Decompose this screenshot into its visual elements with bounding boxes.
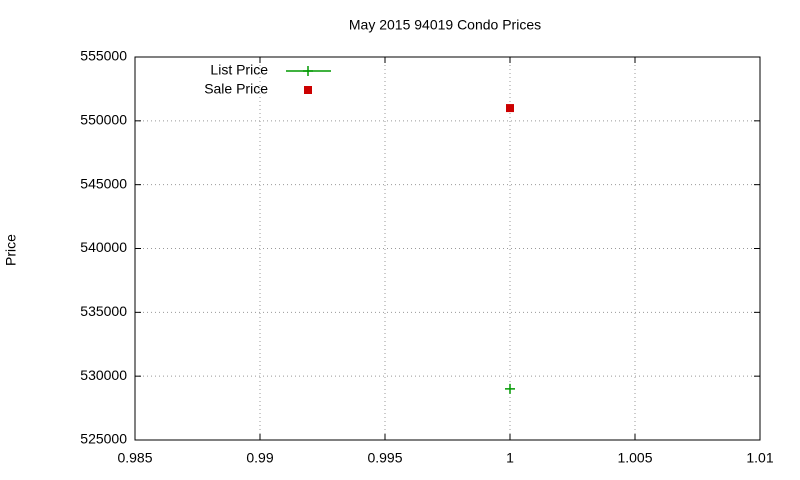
x-tick-label: 1 [506,450,514,466]
y-tick-label: 550000 [80,112,127,128]
y-tick-label: 525000 [80,431,127,447]
point [505,383,515,394]
x-tick-label: 0.985 [117,450,152,466]
y-tick-label: 540000 [80,239,127,255]
x-tick-label: 0.99 [246,450,273,466]
y-tick-label: 545000 [80,175,127,191]
legend-marker [303,66,313,76]
y-tick-label: 530000 [80,367,127,383]
legend-marker [304,86,312,94]
legend-label: Sale Price [204,81,268,97]
chart-title: May 2015 94019 Condo Prices [349,17,541,33]
y-tick-label: 555000 [80,48,127,64]
plot-border [134,56,761,441]
x-tick-label: 0.995 [367,450,402,466]
y-axis-label: Price [3,234,19,266]
y-tick-label: 535000 [80,303,127,319]
x-tick-label: 1.005 [617,450,652,466]
x-tick-label: 1.01 [746,450,773,466]
point [506,104,514,113]
legend-label: List Price [210,62,268,78]
